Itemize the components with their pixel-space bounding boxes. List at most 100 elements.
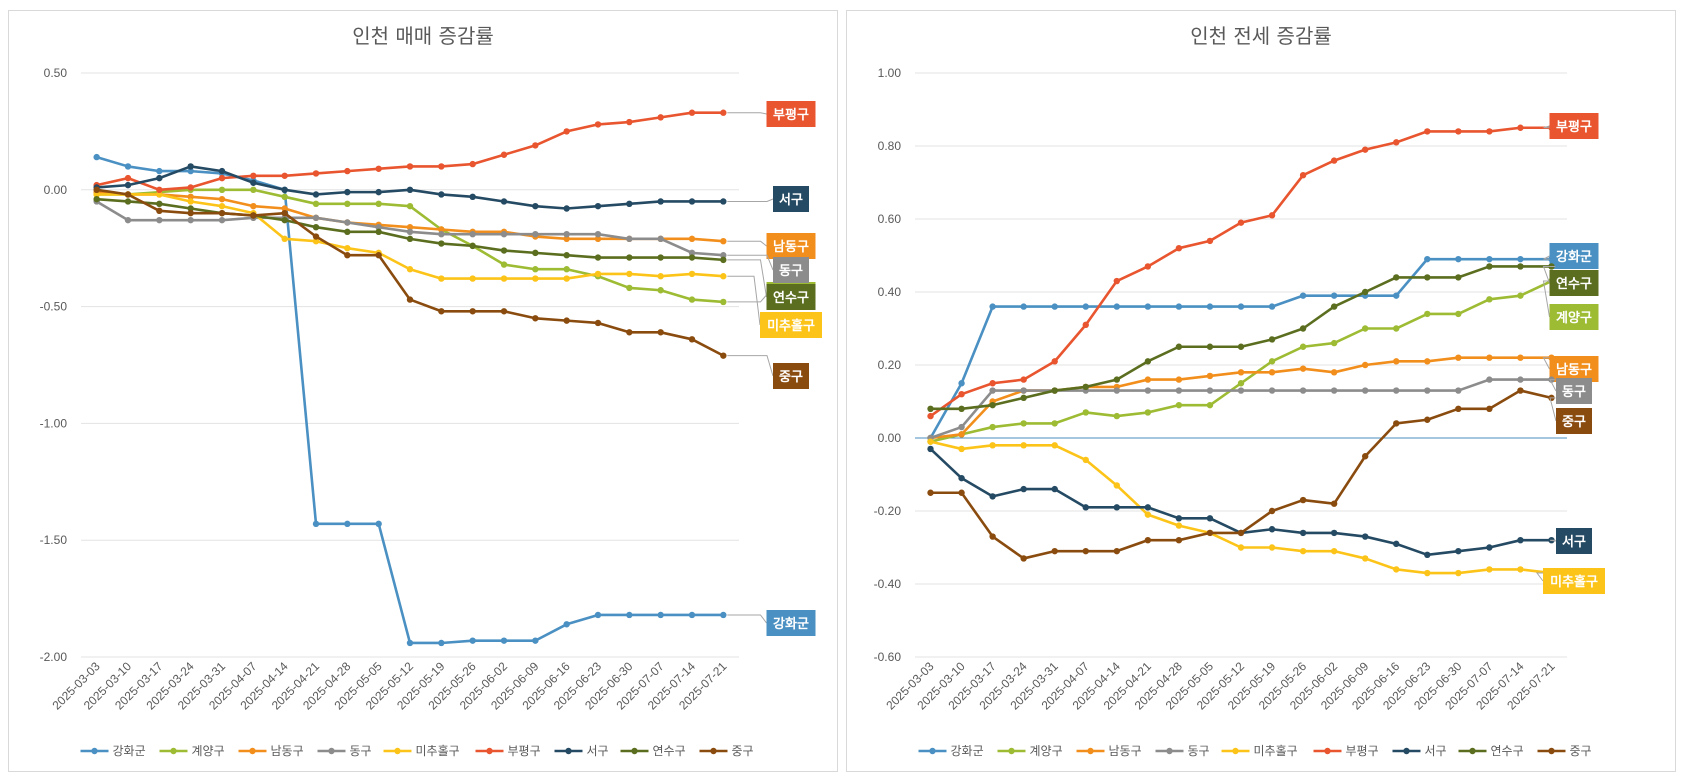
data-point bbox=[469, 637, 476, 644]
data-point bbox=[1393, 139, 1400, 146]
data-point bbox=[1424, 310, 1431, 318]
legend-item: 동구 bbox=[1155, 744, 1210, 758]
legend-marker bbox=[710, 747, 717, 755]
legend-label: 강화군 bbox=[113, 744, 146, 758]
legend-marker bbox=[486, 747, 493, 755]
data-point bbox=[1299, 343, 1307, 350]
data-point bbox=[93, 195, 100, 203]
data-point bbox=[1082, 321, 1089, 329]
series-end-label: 미추홀구 bbox=[767, 318, 815, 334]
data-point bbox=[281, 205, 288, 212]
legend-label: 계양구 bbox=[192, 744, 225, 758]
data-point bbox=[1299, 529, 1307, 537]
series-end-tag bbox=[1556, 378, 1592, 404]
data-point bbox=[281, 235, 288, 243]
data-point bbox=[1424, 416, 1431, 423]
data-point bbox=[1455, 387, 1462, 394]
data-point bbox=[563, 235, 570, 243]
data-point bbox=[657, 198, 664, 205]
data-point bbox=[156, 186, 163, 193]
data-point bbox=[500, 151, 508, 158]
data-point bbox=[1237, 219, 1245, 226]
jeonse-change-chart: 인천 전세 증감률 1.00 0.80 0.60 0.40 0.20 0.00 -0.20 -0… bbox=[874, 24, 1605, 758]
data-point bbox=[1299, 387, 1307, 394]
series-end-label: 남동구 bbox=[1556, 362, 1592, 378]
data-point bbox=[93, 191, 100, 198]
data-point bbox=[1144, 303, 1152, 310]
leader-line bbox=[727, 259, 767, 298]
data-point bbox=[187, 163, 194, 170]
data-point bbox=[1206, 529, 1214, 537]
data-point bbox=[406, 235, 414, 243]
y-tick-label: 0.60 bbox=[878, 212, 902, 226]
data-point bbox=[1144, 358, 1152, 365]
y-tick-label: 0.00 bbox=[44, 183, 68, 197]
data-point bbox=[1330, 387, 1338, 394]
data-point bbox=[1455, 128, 1462, 135]
data-point bbox=[594, 121, 602, 128]
data-point bbox=[312, 520, 320, 528]
series-end-tag bbox=[773, 186, 809, 212]
data-point bbox=[563, 205, 570, 212]
data-point bbox=[344, 245, 351, 252]
data-point bbox=[1144, 376, 1152, 383]
y-tick-label: -1.00 bbox=[40, 416, 68, 430]
data-point bbox=[688, 611, 696, 619]
data-point bbox=[1020, 376, 1027, 383]
data-point bbox=[1144, 511, 1152, 518]
data-point bbox=[1486, 296, 1493, 303]
series-end-tag bbox=[1549, 356, 1599, 382]
data-point bbox=[124, 198, 132, 205]
data-point bbox=[375, 520, 382, 528]
data-point bbox=[312, 223, 320, 231]
data-point bbox=[1393, 292, 1400, 299]
legend-marker bbox=[328, 747, 335, 755]
data-point bbox=[1330, 157, 1338, 164]
data-point bbox=[626, 611, 633, 619]
data-point bbox=[438, 240, 445, 247]
data-point bbox=[1020, 303, 1027, 310]
series-end-tag bbox=[1556, 528, 1592, 554]
data-point bbox=[532, 142, 539, 149]
legend-label: 중구 bbox=[1570, 744, 1592, 758]
series-line bbox=[929, 448, 1552, 557]
data-point bbox=[1361, 533, 1369, 540]
data-point bbox=[1455, 310, 1462, 318]
data-point bbox=[1424, 387, 1431, 394]
data-point bbox=[1020, 555, 1027, 562]
data-point bbox=[1175, 522, 1183, 529]
data-point bbox=[626, 270, 633, 278]
data-point bbox=[958, 474, 965, 482]
data-point bbox=[657, 254, 664, 261]
data-point bbox=[93, 186, 100, 193]
data-point bbox=[312, 237, 320, 245]
data-point bbox=[1517, 354, 1524, 361]
legend-item: 중구 bbox=[1537, 744, 1592, 758]
data-point bbox=[563, 252, 570, 259]
data-point bbox=[626, 118, 633, 126]
data-point bbox=[720, 109, 727, 116]
data-point bbox=[1268, 369, 1276, 376]
data-point bbox=[1206, 237, 1214, 245]
series-end-tag bbox=[760, 312, 822, 338]
leader-line bbox=[727, 614, 767, 624]
legend-label: 서구 bbox=[1425, 744, 1447, 758]
legend-item: 계양구 bbox=[159, 744, 225, 758]
data-point bbox=[312, 191, 320, 198]
data-point bbox=[1020, 387, 1027, 394]
data-point bbox=[375, 252, 382, 259]
data-point bbox=[406, 228, 414, 236]
data-point bbox=[1237, 387, 1245, 394]
data-point bbox=[406, 296, 414, 303]
y-tick-label: -0.20 bbox=[874, 504, 902, 518]
legend-marker bbox=[1087, 747, 1094, 755]
data-point bbox=[1517, 292, 1524, 299]
data-point bbox=[1051, 547, 1058, 555]
data-point bbox=[344, 200, 351, 208]
data-point bbox=[1268, 358, 1276, 365]
data-point bbox=[1361, 325, 1369, 332]
data-point bbox=[1144, 537, 1152, 544]
legend-label: 서구 bbox=[587, 744, 609, 758]
data-point bbox=[1393, 420, 1400, 427]
y-tick-label: -0.60 bbox=[874, 650, 902, 664]
